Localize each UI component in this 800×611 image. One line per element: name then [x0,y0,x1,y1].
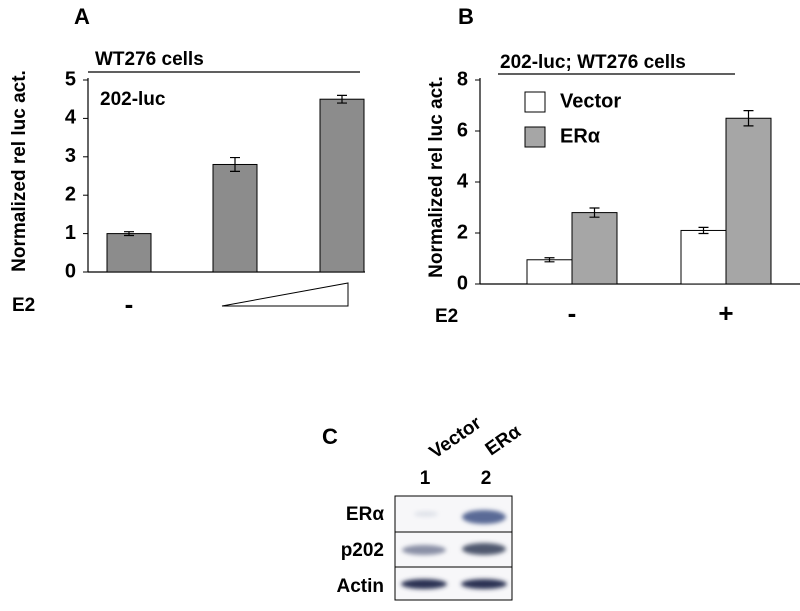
x-axis-label: E2 [435,306,458,327]
row-label: p202 [341,540,384,561]
y-tick-label: 0 [457,272,468,294]
chart-subtitle: 202-luc; WT276 cells [500,52,686,73]
row-label: Actin [337,576,385,597]
y-tick-label: 2 [65,183,76,205]
bar [680,229,727,285]
error-bar [124,231,134,237]
bar [212,163,258,273]
y-tick-label: 3 [65,145,76,167]
error-bar [544,257,555,263]
bar [319,98,365,273]
error-bar [743,110,754,127]
legend-label: Vector [560,90,621,112]
x-tick-label: - [125,289,134,319]
annotation: 202-luc [100,89,166,110]
bar [526,259,573,285]
legend-swatch [524,91,546,113]
panel-label: B [458,4,474,29]
y-tick-label: 0 [65,260,76,282]
y-tick-label: 5 [65,68,76,90]
lane-label: Vector [426,412,486,463]
error-bar [698,226,709,235]
bar [725,117,772,285]
x-axis-label: E2 [12,295,35,316]
x-tick-label: + [718,298,733,328]
chart-subtitle: WT276 cells [95,49,204,70]
legend-label: ERα [560,125,601,147]
error-bar [337,94,347,104]
dose-triangle [221,282,349,307]
legend-swatch [524,126,546,148]
y-tick-label: 6 [457,119,468,141]
panel-label: C [322,424,338,449]
y-tick-label: 4 [457,170,469,192]
panel-label: A [74,4,90,29]
y-tick-label: 8 [457,68,468,90]
y-axis-label: Normalized rel luc act. [426,76,447,278]
y-tick-label: 2 [457,221,468,243]
y-tick-label: 1 [65,222,76,244]
y-tick-label: 4 [65,107,77,129]
lane-number: 1 [420,468,431,489]
error-bar [589,207,600,218]
bar [106,233,152,273]
lane-label: ERα [482,421,525,460]
lane-number: 2 [481,468,492,489]
y-axis-label: Normalized rel luc act. [9,70,30,272]
row-label: ERα [346,504,384,525]
bar [571,212,618,285]
error-bar [230,156,240,172]
blot [394,495,513,601]
x-tick-label: - [568,298,577,328]
